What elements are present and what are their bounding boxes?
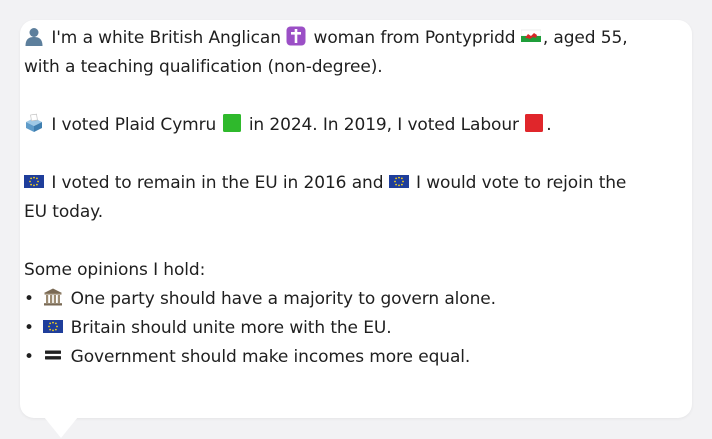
vote-text-3: .	[546, 115, 552, 135]
vote-text-1: I voted Plaid Cymru	[51, 115, 217, 135]
identity-text-2: woman from Pontypridd	[313, 28, 516, 48]
bullet-marker: •	[24, 318, 34, 338]
opinion-text: One party should have a majority to gove…	[70, 289, 496, 309]
heavy-equals-icon	[43, 345, 63, 365]
persona-card	[20, 20, 692, 418]
eu-flag-icon	[388, 171, 409, 191]
red-square-icon	[524, 113, 544, 133]
list-item: • Government should make incomes more eq…	[24, 343, 654, 372]
list-item: • One party should have a majority to go…	[24, 285, 654, 314]
classical-building-icon	[43, 287, 63, 307]
identity-line: I'm a white British Anglican woman from …	[24, 24, 654, 82]
person-silhouette-icon	[24, 26, 44, 46]
green-square-icon	[222, 113, 242, 133]
opinions-heading: Some opinions I hold:	[24, 260, 206, 280]
opinion-text: Britain should unite more with the EU.	[70, 318, 392, 338]
opinion-text: Government should make incomes more equa…	[70, 347, 471, 367]
eu-line: I voted to remain in the EU in 2016 and …	[24, 169, 654, 227]
eu-text-2: I would vote to rejoin the EU today.	[24, 173, 627, 222]
identity-text-1: I'm a white British Anglican	[51, 28, 281, 48]
speech-bubble-tail	[44, 417, 78, 438]
bullet-marker: •	[24, 347, 34, 367]
list-item: • Britain should unite more with the EU.	[24, 314, 654, 343]
bullet-marker: •	[24, 289, 34, 309]
ballot-box-icon	[24, 113, 44, 133]
latin-cross-icon	[286, 26, 306, 46]
wales-flag-icon	[520, 26, 541, 46]
vote-line: I voted Plaid Cymru in 2024. In 2019, I …	[24, 111, 654, 140]
eu-flag-icon	[43, 316, 64, 336]
vote-text-2: in 2024. In 2019, I voted Labour	[248, 115, 519, 135]
persona-text: I'm a white British Anglican woman from …	[24, 24, 654, 372]
identity-text-3: , aged 55, with a teaching qualification…	[24, 28, 628, 77]
eu-text-1: I voted to remain in the EU in 2016 and	[51, 173, 384, 193]
eu-flag-icon	[24, 171, 44, 191]
